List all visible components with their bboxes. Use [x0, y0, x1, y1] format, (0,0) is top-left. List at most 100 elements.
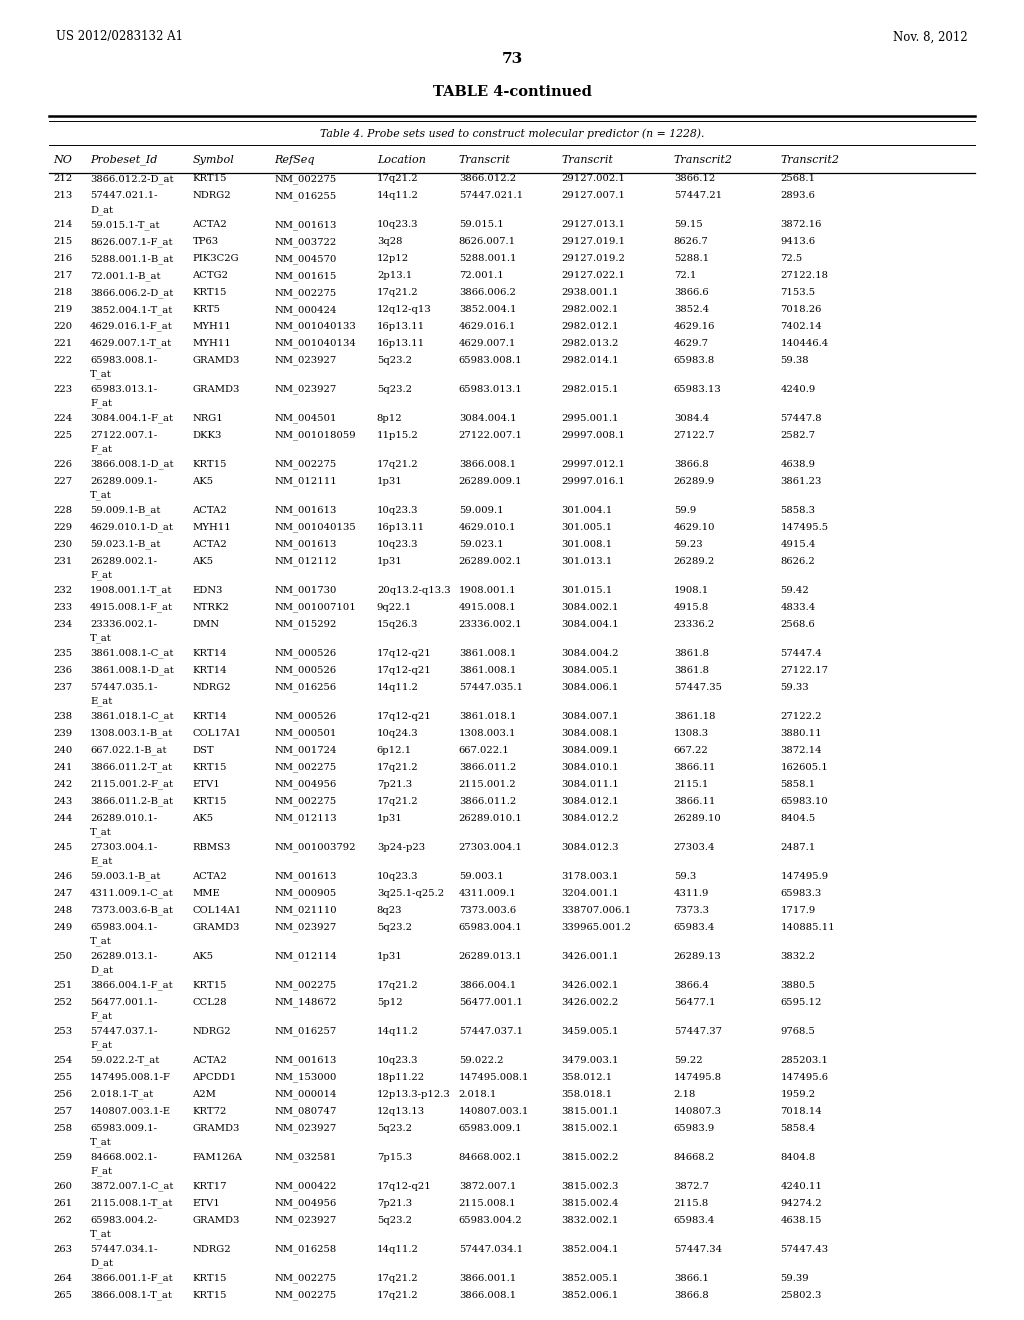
Text: 2938.001.1: 2938.001.1 — [561, 288, 618, 297]
Text: 11p15.2: 11p15.2 — [377, 432, 419, 440]
Text: NO: NO — [53, 154, 72, 165]
Text: 3084.004.1-F_at: 3084.004.1-F_at — [90, 413, 173, 424]
Text: NM_001007101: NM_001007101 — [274, 603, 356, 612]
Text: NM_000501: NM_000501 — [274, 729, 337, 738]
Text: 147495.5: 147495.5 — [780, 523, 828, 532]
Text: NM_001040133: NM_001040133 — [274, 322, 356, 331]
Text: NDRG2: NDRG2 — [193, 682, 231, 692]
Text: 4240.11: 4240.11 — [780, 1181, 822, 1191]
Text: 2.018.1-T_at: 2.018.1-T_at — [90, 1089, 154, 1100]
Text: 3866.8: 3866.8 — [674, 1291, 709, 1300]
Text: E_at: E_at — [90, 857, 113, 866]
Text: 3880.11: 3880.11 — [780, 729, 822, 738]
Text: 4638.9: 4638.9 — [780, 461, 815, 469]
Text: 7373.003.6: 7373.003.6 — [459, 906, 516, 915]
Text: D_at: D_at — [90, 205, 113, 215]
Text: NM_004570: NM_004570 — [274, 253, 337, 264]
Text: 17q21.2: 17q21.2 — [377, 174, 419, 183]
Text: 301.015.1: 301.015.1 — [561, 586, 612, 595]
Text: 3866.004.1-F_at: 3866.004.1-F_at — [90, 981, 173, 990]
Text: 1308.003.1-B_at: 1308.003.1-B_at — [90, 729, 173, 738]
Text: 59.003.1-B_at: 59.003.1-B_at — [90, 871, 161, 882]
Text: 65983.13: 65983.13 — [674, 385, 722, 395]
Text: 4629.016.1: 4629.016.1 — [459, 322, 516, 331]
Text: 5858.1: 5858.1 — [780, 780, 815, 789]
Text: 339965.001.2: 339965.001.2 — [561, 923, 631, 932]
Text: 5q23.2: 5q23.2 — [377, 923, 412, 932]
Text: 72.001.1-B_at: 72.001.1-B_at — [90, 271, 161, 281]
Text: 3861.018.1-C_at: 3861.018.1-C_at — [90, 711, 174, 721]
Text: 251: 251 — [53, 981, 73, 990]
Text: 5288.001.1-B_at: 5288.001.1-B_at — [90, 253, 173, 264]
Text: 57447.34: 57447.34 — [674, 1245, 722, 1254]
Text: 16p13.11: 16p13.11 — [377, 523, 425, 532]
Text: 27122.17: 27122.17 — [780, 667, 828, 675]
Text: 221: 221 — [53, 339, 73, 348]
Text: COL14A1: COL14A1 — [193, 906, 242, 915]
Text: 7p15.3: 7p15.3 — [377, 1152, 412, 1162]
Text: NM_002275: NM_002275 — [274, 174, 337, 183]
Text: KRT17: KRT17 — [193, 1181, 227, 1191]
Text: 1908.001.1-T_at: 1908.001.1-T_at — [90, 586, 172, 595]
Text: 226: 226 — [53, 461, 73, 469]
Text: 252: 252 — [53, 998, 73, 1007]
Text: KRT5: KRT5 — [193, 305, 220, 314]
Text: F_at: F_at — [90, 1011, 112, 1022]
Text: Probeset_Id: Probeset_Id — [90, 154, 158, 165]
Text: 243: 243 — [53, 797, 73, 805]
Text: 220: 220 — [53, 322, 73, 331]
Text: 3861.018.1: 3861.018.1 — [459, 711, 516, 721]
Text: 3204.001.1: 3204.001.1 — [561, 888, 618, 898]
Text: 241: 241 — [53, 763, 73, 772]
Text: 2982.012.1: 2982.012.1 — [561, 322, 618, 331]
Text: 26289.009.1: 26289.009.1 — [459, 477, 522, 486]
Text: GRAMD3: GRAMD3 — [193, 1216, 240, 1225]
Text: 57447.4: 57447.4 — [780, 649, 822, 659]
Text: 7373.3: 7373.3 — [674, 906, 709, 915]
Text: KRT15: KRT15 — [193, 763, 227, 772]
Text: 3866.11: 3866.11 — [674, 797, 715, 805]
Text: 3866.008.1-T_at: 3866.008.1-T_at — [90, 1291, 172, 1300]
Text: NM_000014: NM_000014 — [274, 1089, 337, 1100]
Text: NM_002275: NM_002275 — [274, 459, 337, 470]
Text: 59.15: 59.15 — [674, 220, 702, 230]
Text: 26289.010.1-: 26289.010.1- — [90, 813, 158, 822]
Text: NM_148672: NM_148672 — [274, 998, 337, 1007]
Text: 57447.035.1-: 57447.035.1- — [90, 682, 158, 692]
Text: 15q26.3: 15q26.3 — [377, 620, 418, 630]
Text: 57447.21: 57447.21 — [674, 191, 722, 201]
Text: 3866.008.1: 3866.008.1 — [459, 461, 516, 469]
Text: 3832.2: 3832.2 — [780, 952, 815, 961]
Text: 72.001.1: 72.001.1 — [459, 271, 504, 280]
Text: 3084.4: 3084.4 — [674, 414, 709, 424]
Text: 262: 262 — [53, 1216, 73, 1225]
Text: COL17A1: COL17A1 — [193, 729, 242, 738]
Text: 3872.14: 3872.14 — [780, 746, 822, 755]
Text: 27122.18: 27122.18 — [780, 271, 828, 280]
Text: 72.1: 72.1 — [674, 271, 696, 280]
Text: 14q11.2: 14q11.2 — [377, 1027, 419, 1036]
Text: 27122.007.1-: 27122.007.1- — [90, 432, 158, 440]
Text: F_at: F_at — [90, 445, 112, 454]
Text: 3q28: 3q28 — [377, 238, 402, 247]
Text: 2115.1: 2115.1 — [674, 780, 710, 789]
Text: ACTA2: ACTA2 — [193, 1056, 227, 1065]
Text: KRT15: KRT15 — [193, 1274, 227, 1283]
Text: 4629.10: 4629.10 — [674, 523, 716, 532]
Text: 14q11.2: 14q11.2 — [377, 682, 419, 692]
Text: 7p21.3: 7p21.3 — [377, 780, 412, 789]
Text: 249: 249 — [53, 923, 73, 932]
Text: 26289.13: 26289.13 — [674, 952, 722, 961]
Text: 259: 259 — [53, 1152, 73, 1162]
Text: 5q23.2: 5q23.2 — [377, 1123, 412, 1133]
Text: NM_012111: NM_012111 — [274, 477, 337, 487]
Text: 25802.3: 25802.3 — [780, 1291, 821, 1300]
Text: 9q22.1: 9q22.1 — [377, 603, 412, 612]
Text: 147495.008.1: 147495.008.1 — [459, 1073, 529, 1082]
Text: 4915.008.1: 4915.008.1 — [459, 603, 516, 612]
Text: 59.015.1-T_at: 59.015.1-T_at — [90, 220, 160, 230]
Text: 8404.5: 8404.5 — [780, 813, 815, 822]
Text: 4629.007.1: 4629.007.1 — [459, 339, 516, 348]
Text: 14q11.2: 14q11.2 — [377, 191, 419, 201]
Text: 29127.013.1: 29127.013.1 — [561, 220, 625, 230]
